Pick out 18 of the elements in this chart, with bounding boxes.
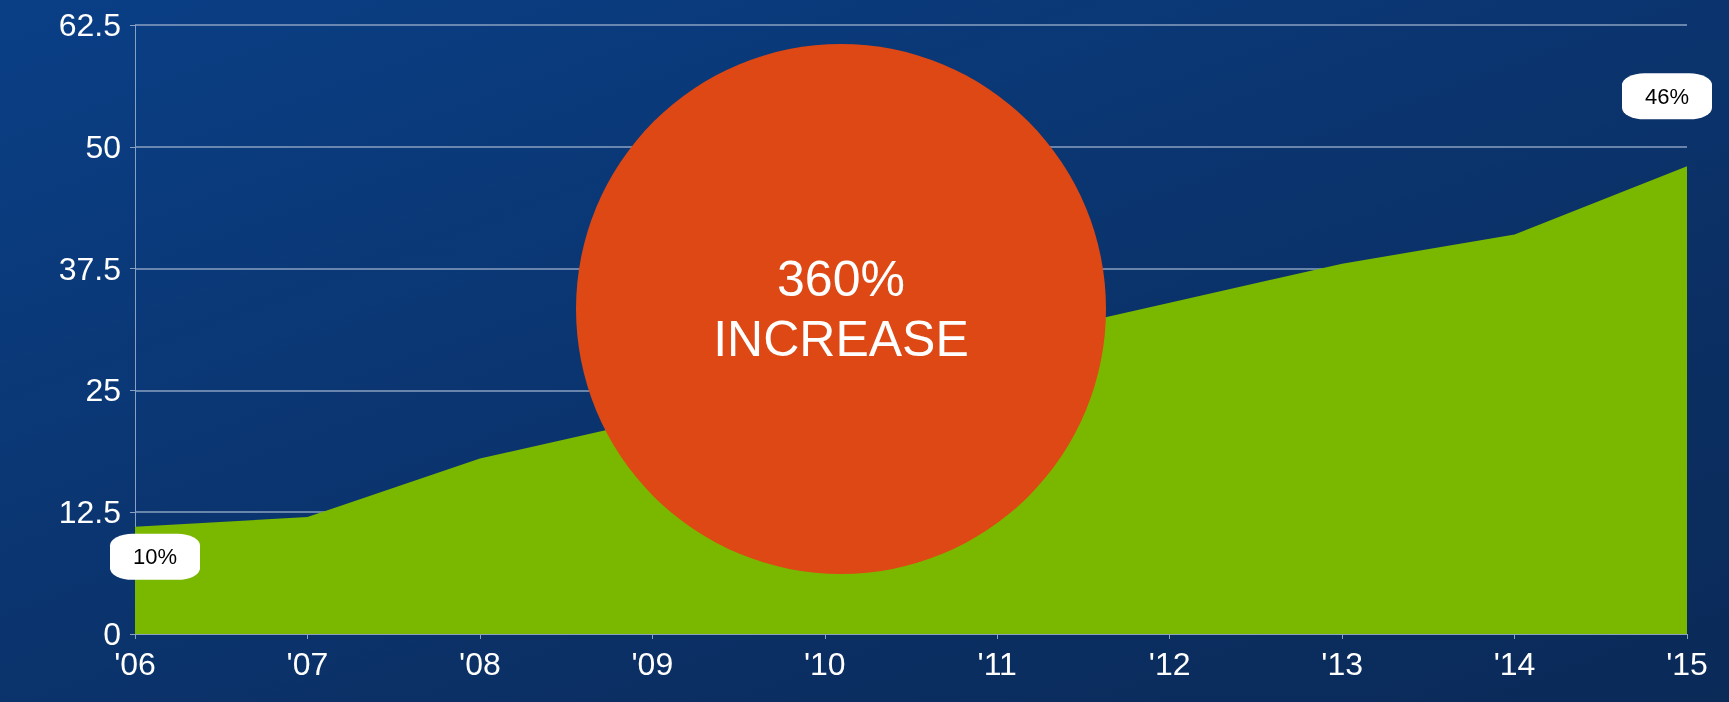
annotation: 360% INCREASE [712, 250, 970, 369]
y-tick-label: 12.5 [58, 494, 121, 531]
x-tick-label: '09 [631, 646, 674, 682]
x-tick-label: '10 [803, 646, 846, 682]
annotation: 46% [1644, 83, 1690, 109]
x-tick-label: '15 [1666, 646, 1708, 682]
x-tick-label: '07 [286, 646, 329, 682]
circle-badge: 360% INCREASE [576, 44, 1106, 574]
x-tick-label: '13 [1321, 646, 1363, 682]
x-tick-label: '08 [459, 646, 501, 682]
y-tick-label: 37.5 [58, 250, 121, 287]
x-tick-label: '11 [977, 646, 1017, 682]
annotation: 10% [132, 544, 178, 570]
y-tick-label: 50 [85, 128, 121, 165]
x-tick-label: '14 [1493, 646, 1536, 682]
y-tick-label: 62.5 [58, 7, 121, 43]
y-tick-label: 25 [85, 372, 121, 409]
x-tick-label: '12 [1148, 646, 1191, 682]
